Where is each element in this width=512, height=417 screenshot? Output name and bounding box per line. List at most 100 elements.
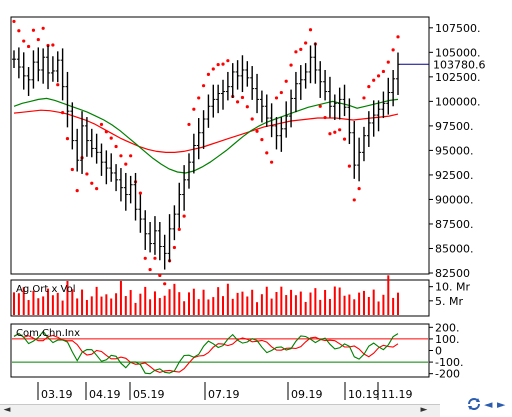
- sar-dot: [294, 50, 298, 54]
- oscillator-tick-label: 200.: [435, 321, 460, 334]
- oscillator-lines: [13, 330, 399, 375]
- sar-dot: [357, 187, 361, 191]
- sar-dot: [342, 137, 347, 141]
- sar-dot: [182, 214, 186, 218]
- sar-dot: [163, 282, 167, 286]
- refresh-icon[interactable]: [466, 396, 482, 412]
- sar-dot: [304, 41, 308, 45]
- sar-dot: [192, 107, 196, 111]
- price-panel: [10, 16, 430, 275]
- sar-dot: [255, 129, 259, 133]
- sar-dot: [235, 100, 240, 104]
- sar-dot: [153, 256, 157, 260]
- sar-dot: [17, 29, 21, 33]
- oscillator-y-axis: 200.100.0-100.-200: [429, 321, 463, 381]
- scroll-right-button[interactable]: ►: [420, 405, 428, 415]
- sar-dot: [338, 128, 342, 132]
- ma-long-line: [13, 109, 399, 153]
- ohlc-bars: [12, 42, 400, 270]
- oscillator-tick-label: 100.: [435, 333, 460, 346]
- ma-long-line: [13, 109, 399, 153]
- sar-dot: [265, 151, 269, 155]
- sar-dot: [396, 35, 400, 39]
- price-tick-label: 105000.: [435, 46, 481, 59]
- sar-dot: [75, 189, 79, 193]
- sar-dot: [41, 26, 45, 30]
- sar-dot: [260, 138, 264, 142]
- price-tick-label: 85000.: [435, 242, 474, 255]
- sar-dot: [187, 122, 191, 127]
- sar-dot: [65, 137, 70, 141]
- price-tick-label: 82500: [435, 267, 470, 280]
- x-tick-label: 09.19: [291, 388, 323, 401]
- sar-dot: [119, 154, 123, 158]
- sar-dot: [177, 227, 181, 231]
- sar-dot: [148, 267, 152, 272]
- cci-signal-line: [13, 332, 399, 373]
- sar-dot: [36, 37, 40, 42]
- cci-line: [13, 330, 399, 375]
- sar-dot: [70, 167, 74, 172]
- sar-dot: [372, 78, 376, 82]
- scroll-left-button[interactable]: ◄: [3, 405, 11, 415]
- sar-dot: [250, 117, 254, 121]
- last-price-marker: 103780.6: [400, 58, 486, 71]
- sar-dot: [367, 85, 371, 89]
- price-tick-label: 97500.: [435, 120, 474, 133]
- sar-dot: [114, 144, 118, 149]
- sar-dot: [279, 90, 283, 95]
- x-tick-label: 07.19: [208, 388, 240, 401]
- sar-dot: [211, 67, 215, 71]
- volume-y-axis: 10. Mr5. Mr: [429, 281, 470, 308]
- sar-dot: [391, 48, 395, 52]
- sar-dot: [328, 132, 332, 136]
- oscillator-tick-label: -200: [435, 368, 460, 381]
- sar-dot: [352, 198, 356, 202]
- sar-dot: [221, 62, 225, 66]
- x-tick-label: 04.19: [89, 388, 121, 401]
- price-tick-label: 92500.: [435, 169, 474, 182]
- sar-dot: [26, 44, 31, 49]
- sar-dot: [216, 62, 220, 67]
- sar-dot: [386, 60, 390, 64]
- sar-dot: [109, 136, 113, 140]
- last-price-label: 103780.6: [433, 58, 486, 71]
- sar-dot: [299, 47, 303, 51]
- nav-left-button[interactable]: ◄: [484, 398, 493, 411]
- sar-dot: [12, 19, 16, 24]
- price-tick-label: 107500.: [435, 22, 481, 35]
- price-tick-label: 102500.: [435, 71, 481, 84]
- sar-dot: [270, 160, 274, 164]
- sar-dot: [308, 28, 313, 32]
- x-tick-label: 11.19: [381, 388, 413, 401]
- sar-dot: [143, 256, 147, 260]
- sar-dot: [22, 39, 26, 43]
- sar-dot: [90, 181, 94, 185]
- x-axis: 03.19 04.19 05.19 07.19 09.19 10.19 11.19: [37, 382, 413, 401]
- volume-bars: [13, 275, 399, 315]
- ma-short-line: [13, 97, 399, 174]
- nav-right-button[interactable]: ►: [497, 398, 506, 411]
- oscillator-tick-label: 0: [435, 345, 442, 358]
- sar-dot: [56, 83, 60, 87]
- oscillator-label: Com.Chn.Inx: [16, 328, 80, 339]
- price-tick-label: 100000.: [435, 95, 481, 108]
- sar-dot: [95, 187, 99, 191]
- sar-dot: [240, 95, 245, 100]
- sar-dot: [158, 273, 162, 278]
- sar-dot: [347, 164, 351, 168]
- price-tick-label: 95000.: [435, 144, 474, 157]
- horizontal-scrollbar[interactable]: [0, 404, 440, 417]
- sar-dot: [172, 245, 177, 250]
- oscillator-reference-lines: [12, 338, 428, 363]
- ma-short-line: [13, 97, 399, 174]
- volume-tick-label: 10. Mr: [435, 281, 470, 294]
- sar-dot: [99, 122, 104, 127]
- sar-dot: [362, 96, 366, 100]
- sar-dot: [376, 74, 381, 78]
- price-tick-label: 87500.: [435, 218, 474, 231]
- price-y-axis: 107500. 105000. 102500. 100000. 97500. 95000.…: [429, 22, 481, 280]
- sar-dot: [201, 84, 206, 88]
- sar-dot: [333, 130, 337, 134]
